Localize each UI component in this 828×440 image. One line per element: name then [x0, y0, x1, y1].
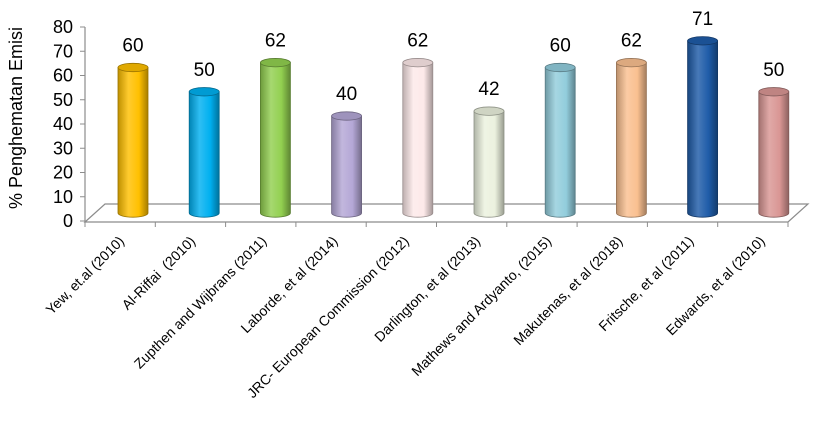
data-label: 40	[336, 84, 357, 105]
bar-body	[616, 62, 647, 218]
bar	[117, 62, 149, 218]
y-tick-label: 20	[53, 163, 73, 183]
bar-body	[544, 67, 576, 218]
data-label: 42	[478, 79, 499, 100]
y-axis-title: % Penghematan Emisi	[6, 27, 26, 209]
bar	[259, 58, 291, 218]
y-tick-label: 40	[53, 114, 73, 134]
data-label: 60	[122, 36, 143, 57]
bars	[117, 36, 790, 218]
bar-body	[473, 110, 505, 218]
bar-top	[616, 58, 647, 68]
data-label: 62	[407, 31, 428, 52]
y-axis: 0 10 20 30 40 50 60 70 80	[53, 17, 789, 231]
y-tick-label: 50	[53, 90, 73, 110]
bar	[687, 36, 718, 218]
bar-body	[117, 67, 149, 218]
bar-body	[758, 91, 790, 218]
bar-body	[331, 115, 362, 218]
bar-top	[687, 36, 718, 46]
bar-top	[331, 111, 363, 121]
bar-top	[473, 106, 505, 116]
data-label: 50	[194, 60, 215, 81]
bar-top	[188, 87, 220, 97]
bar	[616, 58, 647, 218]
y-axis-label: % Penghematan Emisi	[6, 27, 26, 209]
y-tick-label: 30	[53, 138, 73, 158]
data-labels: 60 50 62 40 62 42 60 62 71 50	[122, 9, 784, 105]
bar	[402, 58, 434, 218]
data-label: 71	[692, 9, 713, 30]
bar	[473, 106, 505, 218]
data-label: 62	[621, 31, 642, 52]
y-tick-label: 80	[53, 17, 73, 37]
y-tick-label: 60	[53, 66, 73, 86]
category-labels: Yew, et.al (2010)Al-Riffai (2010)Zupthen…	[42, 233, 767, 401]
bar-top	[758, 87, 790, 97]
bar-body	[188, 91, 220, 218]
bar-top	[117, 62, 149, 73]
data-label: 50	[763, 60, 784, 81]
y-tick-label: 0	[63, 211, 73, 231]
bar-top	[402, 58, 434, 68]
bar	[331, 111, 363, 218]
data-label: 60	[550, 36, 571, 57]
y-tick-label: 70	[53, 41, 73, 61]
bar	[758, 87, 790, 218]
category-label: Al-Riffai (2010)	[118, 233, 198, 313]
bar-top	[259, 58, 291, 68]
bar	[188, 87, 220, 218]
bar-body	[687, 40, 718, 218]
y-tick-label: 10	[53, 187, 73, 207]
data-label: 62	[265, 31, 286, 52]
category-label: Yew, et.al (2010)	[42, 233, 127, 318]
bar-body	[260, 62, 291, 218]
bar	[544, 62, 576, 218]
category-label: Mathews and Ardyanto, (2015)	[408, 233, 554, 379]
bar-body	[402, 62, 434, 218]
category-label: Zupthen and Wijbrans (2011)	[131, 233, 270, 372]
bar-top	[544, 62, 576, 73]
